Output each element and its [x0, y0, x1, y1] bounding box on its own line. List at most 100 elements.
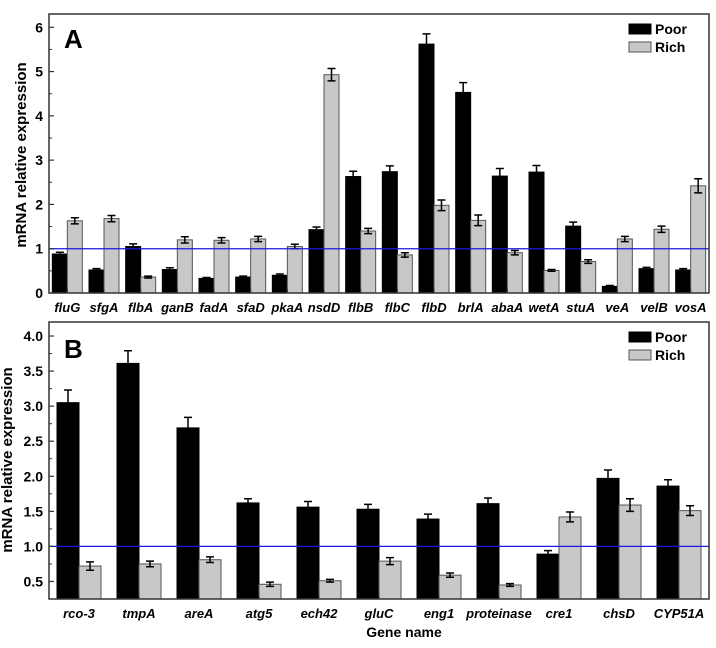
x-tick-label: rco-3	[63, 606, 96, 621]
error-bar-poor-wetA	[532, 164, 541, 180]
bar-rich-abaA	[506, 252, 523, 294]
x-tick-label: fadA	[200, 300, 229, 315]
x-tick-label: gluC	[364, 606, 394, 621]
error-bar-poor-flbD	[422, 33, 431, 56]
bar-rich-flbB	[360, 230, 377, 294]
error-bar-poor-atg5	[244, 497, 252, 508]
error-bar-poor-brlA	[459, 81, 468, 103]
error-bar-rich-sfgA	[107, 214, 116, 223]
error-bar-poor-proteinase	[484, 497, 492, 510]
bar-rich-pkaA	[286, 246, 303, 294]
bar-poor-CYP51A	[656, 485, 680, 600]
legend-swatch-poor	[628, 331, 652, 343]
bar-rich-wetA	[543, 269, 560, 294]
x-tick-label: velB	[640, 300, 667, 315]
bar-poor-gluC	[356, 508, 380, 600]
y-tick-label: 0.5	[24, 573, 44, 589]
error-bar-poor-areA	[184, 416, 192, 440]
error-bar-poor-vosA	[679, 267, 688, 273]
bar-poor-rco-3	[56, 402, 80, 600]
bar-poor-eng1	[416, 518, 440, 600]
bar-rich-sfgA	[103, 218, 120, 294]
bar-rich-tmpA	[138, 563, 162, 600]
bar-poor-flbB	[345, 176, 362, 294]
error-bar-poor-tmpA	[124, 350, 132, 377]
error-bar-poor-velB	[642, 266, 651, 271]
x-tick-label: areA	[185, 606, 214, 621]
y-tick-label: 4	[35, 108, 43, 124]
error-bar-poor-veA	[605, 284, 614, 288]
bar-poor-flbA	[125, 246, 142, 294]
y-tick-label: 2.0	[24, 468, 44, 484]
y-tick-label: 1.5	[24, 503, 44, 519]
plot-frame	[48, 13, 710, 294]
bar-poor-proteinase	[476, 503, 500, 600]
legend-swatch-rich	[628, 41, 652, 53]
error-bar-rich-stuA	[584, 259, 593, 265]
y-tick-label: 3.5	[24, 363, 44, 379]
bar-rich-flbA	[140, 276, 157, 294]
bar-poor-sfgA	[88, 269, 105, 294]
error-bar-poor-rco-3	[64, 389, 72, 417]
bar-poor-flbD	[418, 43, 435, 294]
bar-rich-brlA	[470, 219, 487, 294]
bar-poor-flbC	[381, 171, 398, 294]
error-bar-rich-wetA	[547, 268, 556, 273]
bar-rich-nsdD	[323, 74, 340, 294]
bar-poor-ech42	[296, 506, 320, 600]
bar-rich-CYP51A	[678, 510, 702, 600]
bar-rich-cre1	[558, 516, 582, 600]
legend-swatch-poor	[628, 23, 652, 35]
y-tick-label: 2	[35, 196, 43, 212]
bar-poor-sfaD	[235, 276, 252, 294]
bar-rich-eng1	[438, 574, 462, 600]
bar-poor-ganB	[161, 269, 178, 294]
x-tick-label: sfaD	[237, 300, 266, 315]
error-bar-rich-fluG	[70, 216, 79, 225]
error-bar-rich-fadA	[217, 236, 226, 244]
x-tick-label: brlA	[458, 300, 484, 315]
legend-swatch-rich	[628, 349, 652, 361]
error-bar-poor-nsdD	[312, 226, 321, 234]
bar-poor-fadA	[198, 277, 215, 294]
x-tick-label: vosA	[675, 300, 707, 315]
y-tick-label: 3	[35, 152, 43, 168]
bar-poor-pkaA	[271, 274, 288, 294]
error-bar-rich-areA	[206, 556, 214, 564]
bar-rich-vosA	[690, 185, 707, 294]
error-bar-poor-sfaD	[239, 275, 248, 279]
bar-poor-chsD	[596, 477, 620, 600]
error-bar-rich-proteinase	[506, 582, 514, 588]
error-bar-rich-CYP51A	[686, 504, 694, 517]
panel-b-xlabel: Gene name	[366, 624, 442, 640]
error-bar-rich-ech42	[326, 578, 334, 583]
bar-poor-areA	[176, 427, 200, 600]
x-tick-label: veA	[605, 300, 629, 315]
bar-rich-velB	[653, 228, 670, 294]
x-tick-label: CYP51A	[654, 606, 705, 621]
error-bar-poor-eng1	[424, 513, 432, 525]
bar-rich-areA	[198, 559, 222, 600]
error-bar-rich-atg5	[266, 581, 274, 588]
bar-rich-sfaD	[250, 238, 267, 294]
error-bar-rich-rco-3	[86, 561, 94, 571]
y-tick-label: 1	[35, 241, 43, 257]
bar-poor-brlA	[455, 91, 472, 294]
error-bar-rich-vosA	[694, 177, 703, 194]
x-tick-label: ganB	[160, 300, 194, 315]
x-tick-label: flbB	[348, 300, 373, 315]
error-bar-rich-velB	[657, 225, 666, 234]
error-bar-rich-flbC	[400, 251, 409, 258]
x-tick-label: nsdD	[308, 300, 341, 315]
x-tick-label: flbA	[128, 300, 153, 315]
bar-rich-ganB	[176, 239, 193, 294]
x-tick-label: wetA	[528, 300, 559, 315]
error-bar-rich-eng1	[446, 572, 454, 579]
x-tick-label: flbC	[385, 300, 411, 315]
error-bar-poor-CYP51A	[664, 479, 672, 494]
error-bar-poor-cre1	[544, 549, 552, 559]
error-bar-poor-abaA	[495, 167, 504, 185]
error-bar-rich-brlA	[474, 214, 483, 227]
bar-poor-vosA	[675, 269, 692, 294]
